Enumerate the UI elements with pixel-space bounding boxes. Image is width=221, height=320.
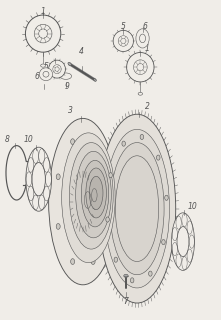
Text: 10: 10 bbox=[188, 202, 198, 211]
Circle shape bbox=[91, 139, 95, 145]
Ellipse shape bbox=[98, 114, 176, 303]
Ellipse shape bbox=[113, 30, 133, 52]
Ellipse shape bbox=[49, 60, 65, 78]
Circle shape bbox=[136, 29, 149, 48]
Text: 3: 3 bbox=[68, 106, 73, 115]
Text: 1: 1 bbox=[41, 7, 46, 16]
Text: 9: 9 bbox=[65, 82, 70, 91]
Circle shape bbox=[114, 257, 118, 262]
Circle shape bbox=[91, 259, 95, 264]
Ellipse shape bbox=[124, 274, 128, 277]
Ellipse shape bbox=[110, 143, 164, 275]
Circle shape bbox=[71, 259, 75, 264]
Ellipse shape bbox=[69, 143, 113, 249]
Circle shape bbox=[106, 224, 110, 229]
Ellipse shape bbox=[94, 79, 96, 81]
Text: 8: 8 bbox=[5, 135, 10, 144]
Ellipse shape bbox=[68, 62, 71, 66]
Ellipse shape bbox=[41, 64, 46, 67]
Ellipse shape bbox=[86, 168, 107, 218]
Circle shape bbox=[56, 224, 60, 229]
Ellipse shape bbox=[177, 227, 189, 257]
Ellipse shape bbox=[62, 133, 115, 263]
Ellipse shape bbox=[26, 147, 51, 211]
Text: 10: 10 bbox=[24, 135, 34, 144]
Circle shape bbox=[162, 240, 165, 245]
Ellipse shape bbox=[32, 163, 45, 196]
Text: 5: 5 bbox=[44, 62, 48, 71]
Circle shape bbox=[122, 141, 126, 146]
Ellipse shape bbox=[138, 92, 143, 95]
Circle shape bbox=[140, 134, 144, 140]
Ellipse shape bbox=[89, 176, 103, 210]
Ellipse shape bbox=[127, 52, 154, 82]
Circle shape bbox=[109, 172, 112, 178]
Ellipse shape bbox=[39, 68, 53, 81]
Text: 1: 1 bbox=[145, 44, 149, 53]
Circle shape bbox=[106, 217, 109, 222]
Ellipse shape bbox=[76, 151, 111, 238]
Text: 2: 2 bbox=[145, 102, 150, 111]
Ellipse shape bbox=[25, 15, 61, 52]
Text: 5: 5 bbox=[121, 22, 126, 31]
Circle shape bbox=[106, 174, 110, 180]
Text: 4: 4 bbox=[79, 47, 84, 56]
Circle shape bbox=[130, 278, 134, 283]
Text: 6: 6 bbox=[35, 72, 40, 81]
Ellipse shape bbox=[49, 118, 117, 285]
Circle shape bbox=[165, 195, 168, 200]
Ellipse shape bbox=[81, 160, 109, 227]
Ellipse shape bbox=[60, 73, 72, 79]
Ellipse shape bbox=[105, 129, 170, 288]
Circle shape bbox=[149, 271, 152, 276]
Text: 6: 6 bbox=[143, 22, 148, 31]
Circle shape bbox=[71, 139, 75, 145]
Text: 7: 7 bbox=[124, 297, 128, 306]
Circle shape bbox=[56, 174, 60, 180]
Ellipse shape bbox=[171, 213, 194, 270]
Circle shape bbox=[156, 155, 160, 160]
